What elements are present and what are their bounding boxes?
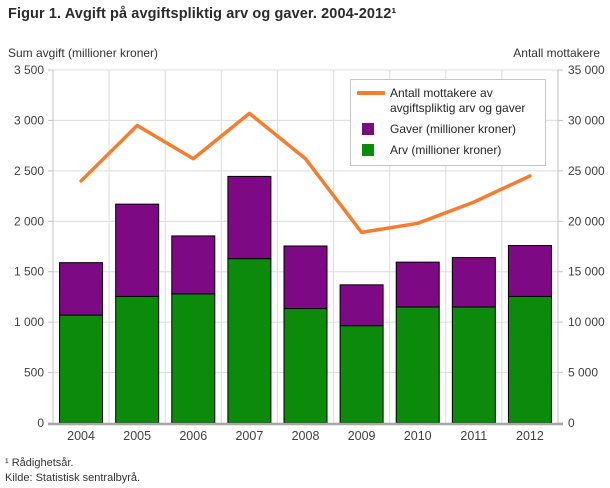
legend-label-gaver: Gaver (millioner kroner) (390, 122, 517, 136)
x-axis-label-2010: 2010 (404, 429, 432, 443)
bar-gaver-2005 (115, 203, 160, 297)
bar-arv-2011 (451, 306, 496, 424)
bar-arv-2009 (339, 325, 384, 424)
right-axis-tick-label: 5 000 (568, 366, 598, 380)
footnote-source: Kilde: Statistisk sentralbyrå. (5, 472, 141, 484)
left-axis-title: Sum avgift (millioner kroner) (8, 46, 159, 60)
x-axis-label-2012: 2012 (516, 429, 544, 443)
bar-arv-2004 (59, 314, 104, 424)
bar-arv-2007 (227, 258, 272, 424)
x-axis-label-2005: 2005 (123, 429, 151, 443)
arv-swatch-icon (362, 144, 374, 156)
bar-arv-2005 (115, 295, 160, 424)
legend-label-arv: Arv (millioner kroner) (390, 143, 502, 157)
x-axis-label-2011: 2011 (460, 429, 487, 443)
right-axis-tick-label: 0 (568, 416, 575, 430)
recipients-line-swatch-icon (357, 91, 385, 95)
figure-title: Figur 1. Avgift på avgiftspliktig arv og… (8, 6, 397, 22)
bar-gaver-2006 (171, 235, 216, 295)
bar-arv-2006 (171, 293, 216, 424)
legend-item-arv: Arv (millioner kroner) (357, 143, 540, 158)
x-axis-label-2004: 2004 (67, 429, 95, 443)
legend-item-recipients: Antall mottakere av avgiftspliktig arv o… (357, 86, 540, 116)
right-axis-tick-label: 25 000 (568, 164, 605, 178)
bar-gaver-2011 (451, 257, 496, 308)
bar-gaver-2009 (339, 284, 384, 327)
bar-arv-2010 (395, 306, 440, 424)
right-axis-title: Antall mottakere (513, 46, 600, 60)
left-axis-tick-label: 500 (24, 366, 44, 380)
left-axis-tick-label: 2 500 (14, 164, 44, 178)
legend-item-gaver: Gaver (millioner kroner) (357, 122, 540, 137)
bar-gaver-2004 (59, 262, 104, 316)
bar-arv-2008 (283, 308, 328, 424)
right-axis-tick-label: 35 000 (568, 63, 605, 77)
chart-legend: Antall mottakere av avgiftspliktig arv o… (350, 79, 546, 166)
footnote-radighetsar: ¹ Rådighetsår. (5, 457, 74, 469)
left-axis-tick-label: 1 500 (14, 265, 44, 279)
right-axis-tick-label: 20 000 (568, 214, 605, 228)
bar-gaver-2010 (395, 261, 440, 308)
x-axis-label-2006: 2006 (179, 429, 207, 443)
recipients-line (79, 111, 532, 235)
left-axis-tick-label: 3 000 (14, 113, 44, 127)
x-axis-label-2007: 2007 (235, 429, 263, 443)
left-axis-tick-label: 3 500 (14, 63, 44, 77)
left-axis-tick-label: 2 000 (14, 214, 44, 228)
x-axis-label-2009: 2009 (348, 429, 376, 443)
left-axis-tick-label: 0 (37, 416, 44, 430)
bar-gaver-2008 (283, 245, 328, 310)
bar-gaver-2012 (507, 244, 552, 297)
right-axis-tick-label: 15 000 (568, 265, 605, 279)
bar-gaver-2007 (227, 175, 272, 260)
gaver-swatch-icon (362, 123, 374, 135)
bar-arv-2012 (507, 295, 552, 424)
left-axis-tick-label: 1 000 (14, 315, 44, 329)
right-axis-tick-label: 30 000 (568, 113, 605, 127)
right-axis-tick-label: 10 000 (568, 315, 605, 329)
x-axis-label-2008: 2008 (292, 429, 320, 443)
legend-label-recipients: Antall mottakere av avgiftspliktig arv o… (390, 86, 526, 115)
